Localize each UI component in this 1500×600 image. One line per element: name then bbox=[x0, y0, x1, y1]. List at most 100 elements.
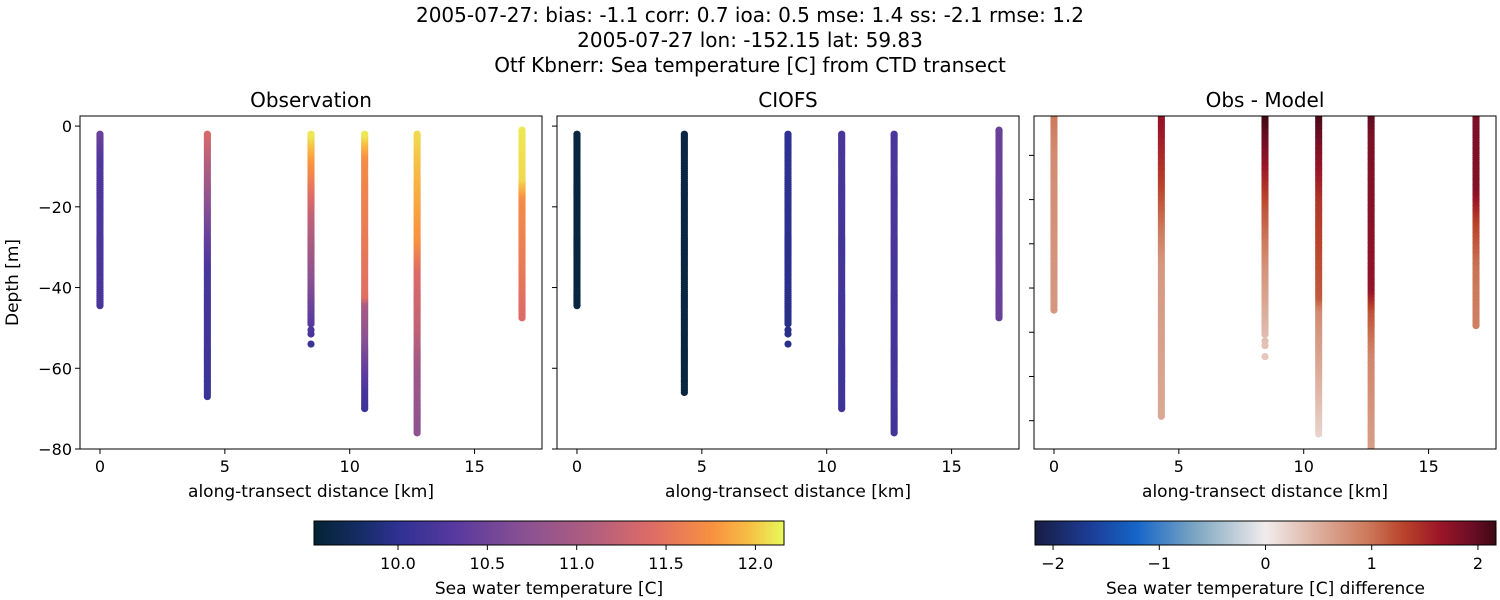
station-3 bbox=[838, 130, 846, 413]
station-0 bbox=[1050, 116, 1058, 314]
data-point bbox=[307, 330, 315, 338]
x-tick-label: 15 bbox=[464, 457, 484, 476]
x-tick-label: 15 bbox=[941, 457, 961, 476]
data-point bbox=[96, 130, 104, 138]
data-point bbox=[680, 130, 688, 138]
y-tick-label: −20 bbox=[38, 198, 72, 217]
colorbar-bar bbox=[313, 520, 785, 546]
panel-ciofs: CIOFS 0 5 10 15 along-transect distance [km] bbox=[552, 88, 1020, 502]
colorbar-tick-label: 10.5 bbox=[470, 554, 506, 573]
x-tick-label: 5 bbox=[1174, 457, 1184, 476]
station-5 bbox=[995, 126, 1003, 322]
colorbar-tick-label: 11.0 bbox=[559, 554, 595, 573]
data-point bbox=[784, 330, 792, 338]
colorbar-temperature: 10.0 10.5 11.0 11.5 12.0 Sea water temperatur… bbox=[313, 520, 785, 599]
data-point bbox=[203, 130, 211, 138]
panel-title: Observation bbox=[250, 88, 372, 112]
panel-obs-model: Obs - Model 0 5 10 15 along-transect distance… bbox=[1029, 88, 1497, 502]
colorbar-tick-label: 1 bbox=[1367, 554, 1377, 573]
station-2 bbox=[307, 130, 315, 348]
station-1 bbox=[680, 130, 688, 397]
data-point bbox=[518, 126, 526, 134]
station-2 bbox=[1261, 116, 1269, 361]
axes-frame bbox=[556, 115, 1020, 450]
station-5 bbox=[518, 126, 526, 322]
x-tick-label: 10 bbox=[340, 457, 360, 476]
x-tick-label: 15 bbox=[1418, 457, 1438, 476]
colorbar-label: Sea water temperature [C] bbox=[435, 579, 663, 599]
x-tick-label: 5 bbox=[220, 457, 230, 476]
station-2 bbox=[784, 130, 792, 348]
colorbar-tick-label: 2 bbox=[1473, 554, 1483, 573]
station-4 bbox=[1367, 116, 1375, 468]
y-axis-label: Depth [m] bbox=[3, 239, 23, 326]
colorbar-tick-label: −2 bbox=[1041, 554, 1065, 573]
data-point bbox=[1315, 116, 1323, 120]
data-point bbox=[573, 130, 581, 138]
x-tick-label: 10 bbox=[1294, 457, 1314, 476]
data-points bbox=[96, 126, 526, 437]
data-points bbox=[1050, 116, 1480, 468]
x-tick-label: 0 bbox=[572, 457, 582, 476]
data-point bbox=[307, 340, 315, 348]
data-point bbox=[1157, 116, 1165, 120]
colorbars: 10.0 10.5 11.0 11.5 12.0 Sea water temperatur… bbox=[313, 520, 1497, 599]
data-point bbox=[784, 340, 792, 348]
title-line-1: 2005-07-27: bias: -1.1 corr: 0.7 ioa: 0.… bbox=[416, 3, 1084, 27]
station-3 bbox=[1315, 116, 1323, 438]
x-tick-label: 10 bbox=[817, 457, 837, 476]
data-point bbox=[307, 130, 315, 138]
data-point bbox=[995, 126, 1003, 134]
x-tick-label: 0 bbox=[1049, 457, 1059, 476]
data-point bbox=[1368, 457, 1375, 464]
panel-observation: Observation 0 5 10 15 0 −20 −40 −60 −80 along-tran… bbox=[3, 88, 543, 502]
y-tick-label: −60 bbox=[38, 359, 72, 378]
data-point bbox=[1367, 116, 1375, 120]
title-line-3: Otf Kbnerr: Sea temperature [C] from CTD… bbox=[494, 53, 1006, 77]
x-axis-label: along-transect distance [km] bbox=[1142, 482, 1388, 502]
axes-frame bbox=[1033, 115, 1497, 450]
station-1 bbox=[203, 130, 211, 401]
station-0 bbox=[96, 130, 104, 310]
colorbar-tick-label: −1 bbox=[1147, 554, 1171, 573]
panels: Observation 0 5 10 15 0 −20 −40 −60 −80 along-tran… bbox=[3, 88, 1497, 502]
station-4 bbox=[890, 130, 898, 437]
station-5 bbox=[1472, 116, 1480, 330]
data-point bbox=[1050, 116, 1058, 120]
data-points bbox=[573, 126, 1003, 437]
station-4 bbox=[413, 130, 421, 437]
colorbar-difference: −2 −1 0 1 2 Sea water temperature [C] differe… bbox=[1034, 520, 1497, 599]
data-point bbox=[1368, 455, 1375, 462]
title-line-2: 2005-07-27 lon: -152.15 lat: 59.83 bbox=[577, 28, 923, 52]
colorbar-tick-label: 10.0 bbox=[380, 554, 416, 573]
colorbar-tick-label: 0 bbox=[1260, 554, 1270, 573]
colorbar-tick-label: 12.0 bbox=[738, 554, 774, 573]
y-tick-label: 0 bbox=[62, 117, 72, 136]
data-point bbox=[413, 130, 421, 138]
station-0 bbox=[573, 130, 581, 310]
station-3 bbox=[361, 130, 369, 413]
colorbar-label: Sea water temperature [C] difference bbox=[1106, 579, 1425, 599]
x-axis-label: along-transect distance [km] bbox=[665, 482, 911, 502]
data-point bbox=[1368, 461, 1375, 468]
x-tick-label: 5 bbox=[697, 457, 707, 476]
colorbar-tick-label: 11.5 bbox=[648, 554, 684, 573]
y-tick-label: −80 bbox=[38, 440, 72, 459]
data-point bbox=[1368, 459, 1375, 466]
axes-frame bbox=[79, 115, 543, 450]
x-tick-label: 0 bbox=[95, 457, 105, 476]
data-point bbox=[1472, 116, 1480, 120]
data-point bbox=[1368, 452, 1375, 459]
data-point bbox=[1261, 341, 1269, 350]
data-point bbox=[784, 130, 792, 138]
data-point bbox=[361, 130, 369, 138]
data-point bbox=[1261, 116, 1269, 120]
x-axis-label: along-transect distance [km] bbox=[188, 482, 434, 502]
panel-title: Obs - Model bbox=[1206, 88, 1325, 112]
y-tick-label: −40 bbox=[38, 279, 72, 298]
colorbar-bar bbox=[1034, 520, 1497, 546]
data-point bbox=[838, 130, 846, 138]
station-1 bbox=[1157, 116, 1165, 420]
data-point bbox=[1261, 352, 1269, 361]
